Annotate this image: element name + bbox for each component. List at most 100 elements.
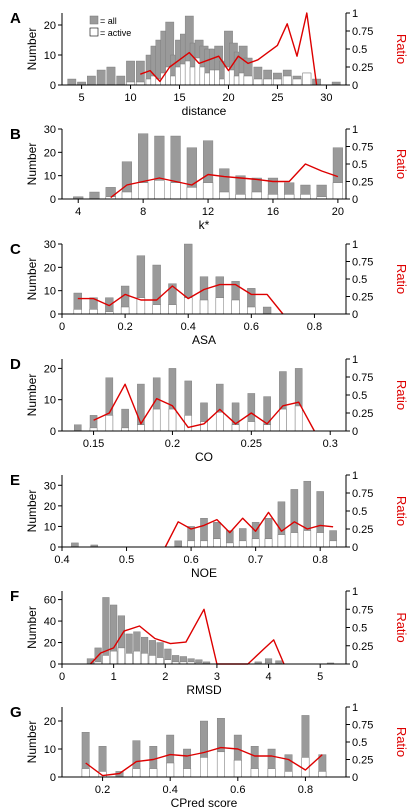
x-tick-label: 0.15 bbox=[83, 438, 104, 450]
y2-tick-label: 1 bbox=[352, 586, 358, 598]
x-tick-label: 4 bbox=[75, 206, 81, 218]
y2-tick-label: 0 bbox=[352, 659, 358, 671]
bar-active bbox=[105, 415, 114, 432]
bar-active bbox=[166, 762, 175, 778]
x-tick-label: 0.6 bbox=[183, 554, 198, 566]
x-axis-label: k* bbox=[199, 218, 210, 232]
bar-active bbox=[231, 424, 240, 432]
legend: = all = active bbox=[89, 15, 131, 38]
y-tick-label: 20 bbox=[44, 716, 56, 728]
bar-active bbox=[215, 411, 224, 432]
ratio-line bbox=[93, 383, 316, 432]
y2-tick-label: 0.5 bbox=[352, 506, 367, 518]
bar-active bbox=[73, 309, 82, 315]
bar-active bbox=[152, 408, 161, 432]
y-axis-label: Number bbox=[25, 374, 39, 417]
y2-tick-label: 0.25 bbox=[352, 524, 373, 536]
y-axis-label: Number bbox=[25, 28, 39, 71]
x-tick-label: 0.6 bbox=[230, 784, 245, 796]
panel-letter: B bbox=[10, 126, 21, 143]
bar-active bbox=[282, 75, 292, 86]
panel-b: B 0 10 20 30 0 0.25 0.5 0.75 1 4 8 12 16 20 k* Number Rat… bbox=[10, 124, 409, 232]
x-tick-label: 0.2 bbox=[95, 784, 110, 796]
panel-d: D 0 10 20 0 0.25 0.5 0.75 1 0.15 0.2 0.25 0.3 CO Numbe… bbox=[10, 354, 409, 464]
bar-active bbox=[186, 187, 197, 200]
y2-tick-label: 0.25 bbox=[352, 641, 373, 653]
panel-letter: F bbox=[10, 588, 19, 605]
y2-axis-label: Ratio bbox=[394, 727, 409, 757]
panel-f: F 0 20 40 60 0 0.25 0.5 0.75 1 0 1 2 3 4 5 RMSD Number Rat… bbox=[10, 586, 409, 697]
x-tick-label: 3 bbox=[214, 671, 220, 683]
bar-active bbox=[329, 540, 337, 548]
bar-active bbox=[121, 191, 133, 200]
bar-active bbox=[277, 534, 286, 548]
y-tick-label: 0 bbox=[50, 426, 56, 438]
y-tick-label: 20 bbox=[44, 501, 56, 513]
bar-active bbox=[81, 768, 90, 778]
y-tick-label: 20 bbox=[44, 262, 56, 274]
x-tick-label: 0.4 bbox=[54, 554, 69, 566]
x-tick-label: 0.5 bbox=[119, 554, 134, 566]
x-tick-label: 8 bbox=[140, 206, 146, 218]
y2-tick-label: 0.75 bbox=[352, 488, 373, 500]
bar-active bbox=[300, 194, 311, 200]
bar-active bbox=[267, 768, 276, 778]
bar-all bbox=[71, 542, 79, 548]
x-tick-label: 0 bbox=[59, 671, 65, 683]
y-tick-label: 10 bbox=[44, 171, 56, 183]
bar-active bbox=[102, 655, 110, 665]
y2-tick-label: 0.5 bbox=[352, 623, 367, 635]
y-tick-label: 0 bbox=[50, 194, 56, 206]
x-tick-label: 0.8 bbox=[313, 554, 328, 566]
bar-active bbox=[168, 408, 177, 432]
ratio-line bbox=[85, 746, 323, 777]
bar-active bbox=[125, 653, 133, 665]
y2-tick-label: 0.25 bbox=[352, 62, 373, 74]
bar-active bbox=[302, 72, 312, 86]
bar-active bbox=[219, 191, 230, 200]
y-axis-label: Number bbox=[25, 490, 39, 533]
y-axis-label: Number bbox=[25, 606, 39, 649]
y2-axis-label: Ratio bbox=[394, 264, 409, 294]
y2-tick-label: 1 bbox=[352, 470, 358, 482]
x-tick-label: 0 bbox=[59, 321, 65, 333]
y2-tick-label: 0 bbox=[352, 772, 358, 784]
x-tick-label: 0.25 bbox=[241, 438, 262, 450]
bar-active bbox=[110, 650, 118, 665]
y2-tick-label: 0.5 bbox=[352, 390, 367, 402]
bar-active bbox=[279, 408, 287, 432]
y2-tick-label: 0.75 bbox=[352, 257, 373, 269]
bar-active bbox=[318, 771, 327, 778]
bar-active bbox=[284, 771, 293, 778]
y2-tick-label: 0 bbox=[352, 309, 358, 321]
panel-e: E 0 10 20 30 0 0.25 0.5 0.75 1 0.4 0.5 0.6 0.7 0.8 NOE N… bbox=[10, 470, 409, 580]
y2-tick-label: 0.75 bbox=[352, 26, 373, 38]
legend-swatch-all bbox=[89, 15, 99, 25]
bar-active bbox=[120, 306, 130, 315]
bar-all bbox=[262, 306, 272, 315]
x-tick-label: 0.3 bbox=[323, 438, 338, 450]
x-tick-label: 0.4 bbox=[163, 784, 178, 796]
x-tick-label: 0.7 bbox=[248, 554, 263, 566]
bar-active bbox=[264, 538, 273, 548]
x-tick-label: 20 bbox=[222, 92, 234, 104]
legend-label-all: = all bbox=[100, 16, 117, 26]
bar-active bbox=[303, 530, 312, 548]
x-tick-label: 16 bbox=[267, 206, 279, 218]
bar-active bbox=[253, 78, 263, 86]
bar-all bbox=[102, 597, 110, 665]
bar-all bbox=[126, 60, 135, 86]
bar-active bbox=[183, 768, 192, 778]
y2-axis-label: Ratio bbox=[394, 34, 409, 64]
bar-active bbox=[216, 751, 225, 778]
y2-tick-label: 0 bbox=[352, 426, 358, 438]
bar-active bbox=[250, 768, 259, 778]
x-tick-label: 20 bbox=[332, 206, 344, 218]
y-tick-label: 10 bbox=[44, 744, 56, 756]
y-tick-label: 20 bbox=[44, 638, 56, 650]
x-tick-label: 0.6 bbox=[244, 321, 259, 333]
bar-all bbox=[116, 75, 126, 86]
x-tick-label: 10 bbox=[124, 92, 136, 104]
y2-tick-label: 0.75 bbox=[352, 372, 373, 384]
